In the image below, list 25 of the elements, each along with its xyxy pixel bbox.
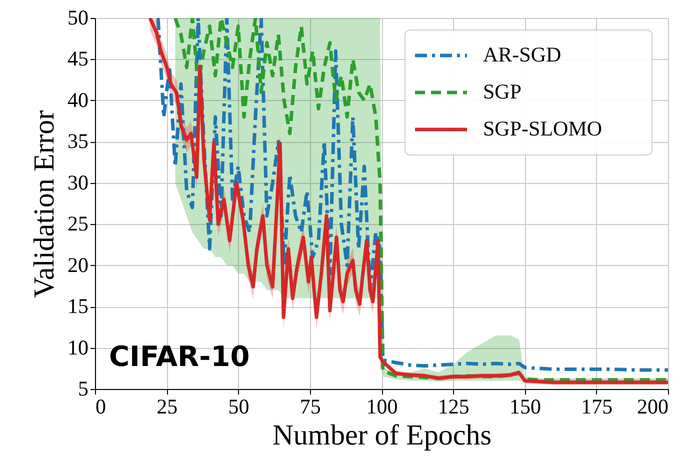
x-axis-title: Number of Epochs [272, 420, 492, 452]
y-tick-label: 25 [68, 212, 88, 236]
x-tick-label: 150 [510, 394, 541, 418]
legend-label: SGP-SLOMO [483, 116, 602, 140]
y-tick-label: 20 [68, 252, 88, 277]
y-tick-label: 35 [68, 129, 88, 154]
legend-label: SGP [483, 80, 522, 104]
y-tick-label: 45 [68, 46, 88, 71]
legend-label: AR-SGD [483, 42, 562, 66]
x-tick-label: 100 [366, 394, 398, 418]
x-tick-label: 125 [438, 394, 470, 418]
x-tick-label: 175 [581, 394, 613, 418]
x-tick-label: 200 [637, 394, 668, 418]
annotation: CIFAR-10 [109, 340, 250, 373]
y-tick-label: 15 [68, 294, 88, 318]
x-tick-label: 75 [300, 394, 321, 418]
x-tick-label: 50 [228, 394, 250, 418]
y-tick-label: 30 [68, 170, 88, 194]
y-axis-title: Validation Error [28, 110, 60, 298]
y-tick-label: 50 [68, 6, 88, 30]
y-tick-label: 10 [68, 335, 88, 360]
x-tick-label: 0 [96, 394, 106, 418]
y-tick-label: 5 [78, 376, 88, 400]
x-tick-label: 25 [156, 394, 178, 418]
y-tick-label: 40 [68, 88, 88, 112]
